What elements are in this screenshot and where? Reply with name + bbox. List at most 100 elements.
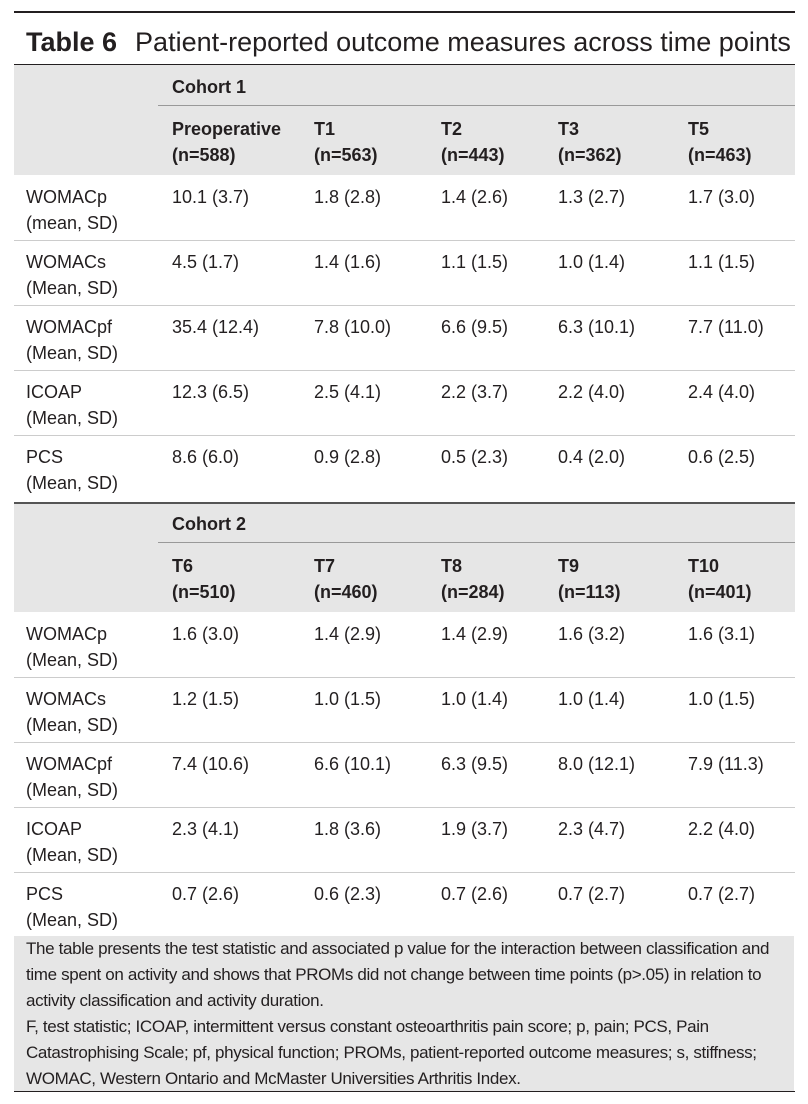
- row-label-stat: (Mean, SD): [26, 780, 119, 800]
- row-rule: [14, 742, 795, 743]
- cell: 1.4 (2.9): [441, 624, 509, 644]
- table-caption: Patient-reported outcome measures across…: [135, 27, 791, 57]
- cell: 1.3 (2.7): [558, 187, 626, 207]
- cell: 1.4 (2.9): [314, 624, 382, 644]
- cell: 8.6 (6.0): [172, 447, 240, 467]
- cell: 7.8 (10.0): [314, 317, 392, 337]
- row-label-stat: (mean, SD): [26, 213, 119, 233]
- column-header-n: (n=443): [441, 145, 505, 165]
- cell: 1.7 (3.0): [688, 187, 756, 207]
- cell: 7.7 (11.0): [688, 317, 764, 337]
- cell: 1.8 (2.8): [314, 187, 382, 207]
- cell: 0.4 (2.0): [558, 447, 626, 467]
- row-label: WOMACpf: [26, 754, 113, 774]
- row-label: WOMACp: [26, 187, 107, 207]
- cell: 35.4 (12.4): [172, 317, 260, 337]
- cell: 0.7 (2.7): [558, 884, 626, 904]
- cell: 2.2 (4.0): [688, 819, 756, 839]
- row-rule: [14, 370, 795, 371]
- column-header: Preoperative: [172, 119, 282, 139]
- cell: 0.7 (2.6): [441, 884, 509, 904]
- row-rule: [14, 435, 795, 436]
- cell: 0.6 (2.5): [688, 447, 756, 467]
- cell: 1.1 (1.5): [688, 252, 756, 272]
- column-header-n: (n=113): [558, 582, 621, 602]
- column-header: T7: [314, 556, 336, 576]
- cell: 6.3 (9.5): [441, 754, 509, 774]
- cell: 0.5 (2.3): [441, 447, 509, 467]
- cohort-name: Cohort 1: [172, 77, 246, 97]
- row-label-stat: (Mean, SD): [26, 845, 119, 865]
- column-header-n: (n=463): [688, 145, 752, 165]
- cell: 0.7 (2.6): [172, 884, 240, 904]
- footnote: The table presents the test statistic an…: [26, 939, 770, 1010]
- column-header-n: (n=510): [172, 582, 236, 602]
- row-rule: [14, 677, 795, 678]
- cell: 1.0 (1.4): [558, 689, 626, 709]
- column-header: T10: [688, 556, 720, 576]
- cell: 1.6 (3.1): [688, 624, 756, 644]
- row-rule: [14, 240, 795, 241]
- cell: 8.0 (12.1): [558, 754, 636, 774]
- cell: 1.8 (3.6): [314, 819, 382, 839]
- footnotes: The table presents the test statistic an…: [14, 936, 794, 1092]
- cell: 0.7 (2.7): [688, 884, 756, 904]
- cell: 1.1 (1.5): [441, 252, 509, 272]
- cohort-rule: [158, 105, 795, 106]
- cohort-rule: [158, 542, 795, 543]
- row-label-stat: (Mean, SD): [26, 650, 119, 670]
- cell: 2.3 (4.1): [172, 819, 240, 839]
- cell: 0.9 (2.8): [314, 447, 382, 467]
- top-rule: [14, 11, 795, 13]
- row-label: WOMACp: [26, 624, 107, 644]
- column-header-n: (n=401): [688, 582, 752, 602]
- cell: 1.9 (3.7): [441, 819, 509, 839]
- column-header-n: (n=284): [441, 582, 505, 602]
- cell: 1.0 (1.4): [558, 252, 626, 272]
- table-title: Table 6 Patient-reported outcome measures…: [26, 24, 791, 60]
- header-background: [14, 502, 795, 612]
- row-label: PCS: [26, 884, 64, 904]
- cell: 1.2 (1.5): [172, 689, 240, 709]
- row-rule: [14, 807, 795, 808]
- cell: 2.5 (4.1): [314, 382, 382, 402]
- cohort-name: Cohort 2: [172, 514, 246, 534]
- column-header: T1: [314, 119, 336, 139]
- row-label: WOMACpf: [26, 317, 113, 337]
- column-header: T8: [441, 556, 463, 576]
- column-header: T3: [558, 119, 580, 139]
- footnote: F, test statistic; ICOAP, intermittent v…: [26, 1017, 757, 1088]
- title-rule: [14, 64, 795, 65]
- cell: 6.6 (9.5): [441, 317, 509, 337]
- cell: 6.6 (10.1): [314, 754, 392, 774]
- header-background: [14, 65, 795, 175]
- column-header-n: (n=362): [558, 145, 622, 165]
- cell: 4.5 (1.7): [172, 252, 240, 272]
- cell: 2.2 (4.0): [558, 382, 626, 402]
- cell: 2.3 (4.7): [558, 819, 626, 839]
- column-header-n: (n=588): [172, 145, 236, 165]
- cell: 2.2 (3.7): [441, 382, 509, 402]
- row-label: ICOAP: [26, 382, 83, 402]
- cell: 1.0 (1.4): [441, 689, 509, 709]
- column-header: T9: [558, 556, 580, 576]
- cell: 7.4 (10.6): [172, 754, 250, 774]
- column-header-n: (n=460): [314, 582, 378, 602]
- bottom-rule: [14, 1091, 795, 1092]
- cell: 1.0 (1.5): [688, 689, 756, 709]
- cell: 1.6 (3.0): [172, 624, 240, 644]
- cell: 0.6 (2.3): [314, 884, 382, 904]
- row-label: WOMACs: [26, 252, 106, 272]
- row-rule: [14, 872, 795, 873]
- column-header-n: (n=563): [314, 145, 378, 165]
- row-label: WOMACs: [26, 689, 106, 709]
- row-label-stat: (Mean, SD): [26, 408, 119, 428]
- column-header: T2: [441, 119, 463, 139]
- row-label-stat: (Mean, SD): [26, 343, 119, 363]
- column-header: T5: [688, 119, 710, 139]
- row-rule: [14, 305, 795, 306]
- cell: 6.3 (10.1): [558, 317, 636, 337]
- cell: 1.6 (3.2): [558, 624, 626, 644]
- column-header: T6: [172, 556, 194, 576]
